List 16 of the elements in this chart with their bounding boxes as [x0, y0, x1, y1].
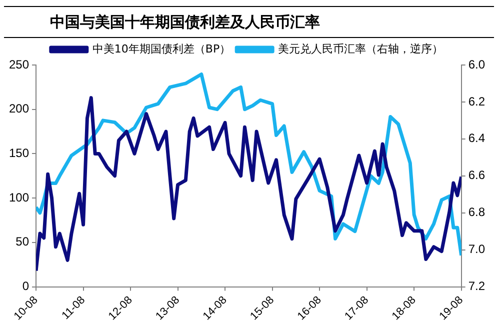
- y2-tick-label: 6.8: [468, 205, 486, 220]
- y2-tick-label: 6.6: [468, 168, 486, 182]
- y-tick-label: 200: [8, 102, 30, 116]
- y-tick-label: 50: [16, 234, 30, 249]
- y2-tick-label: 6.4: [468, 131, 486, 146]
- y2-tick-label: 6.2: [468, 94, 486, 108]
- y-tick-label: 0: [22, 279, 30, 294]
- y2-tick-label: 7.0: [468, 242, 486, 256]
- y-tick-label: 250: [8, 57, 30, 72]
- legend-label: 中美10年期国债利差（BP）: [92, 42, 231, 56]
- chart-title: 中国与美国十年期国债利差及人民币汇率: [4, 6, 494, 38]
- y2-tick-label: 6.0: [468, 57, 486, 72]
- legend-label: 美元兑人民币汇率（右轴，逆序）: [278, 42, 444, 56]
- y2-tick-label: 7.2: [468, 279, 486, 294]
- y-tick-label: 150: [8, 146, 30, 160]
- y-tick-label: 100: [8, 190, 30, 204]
